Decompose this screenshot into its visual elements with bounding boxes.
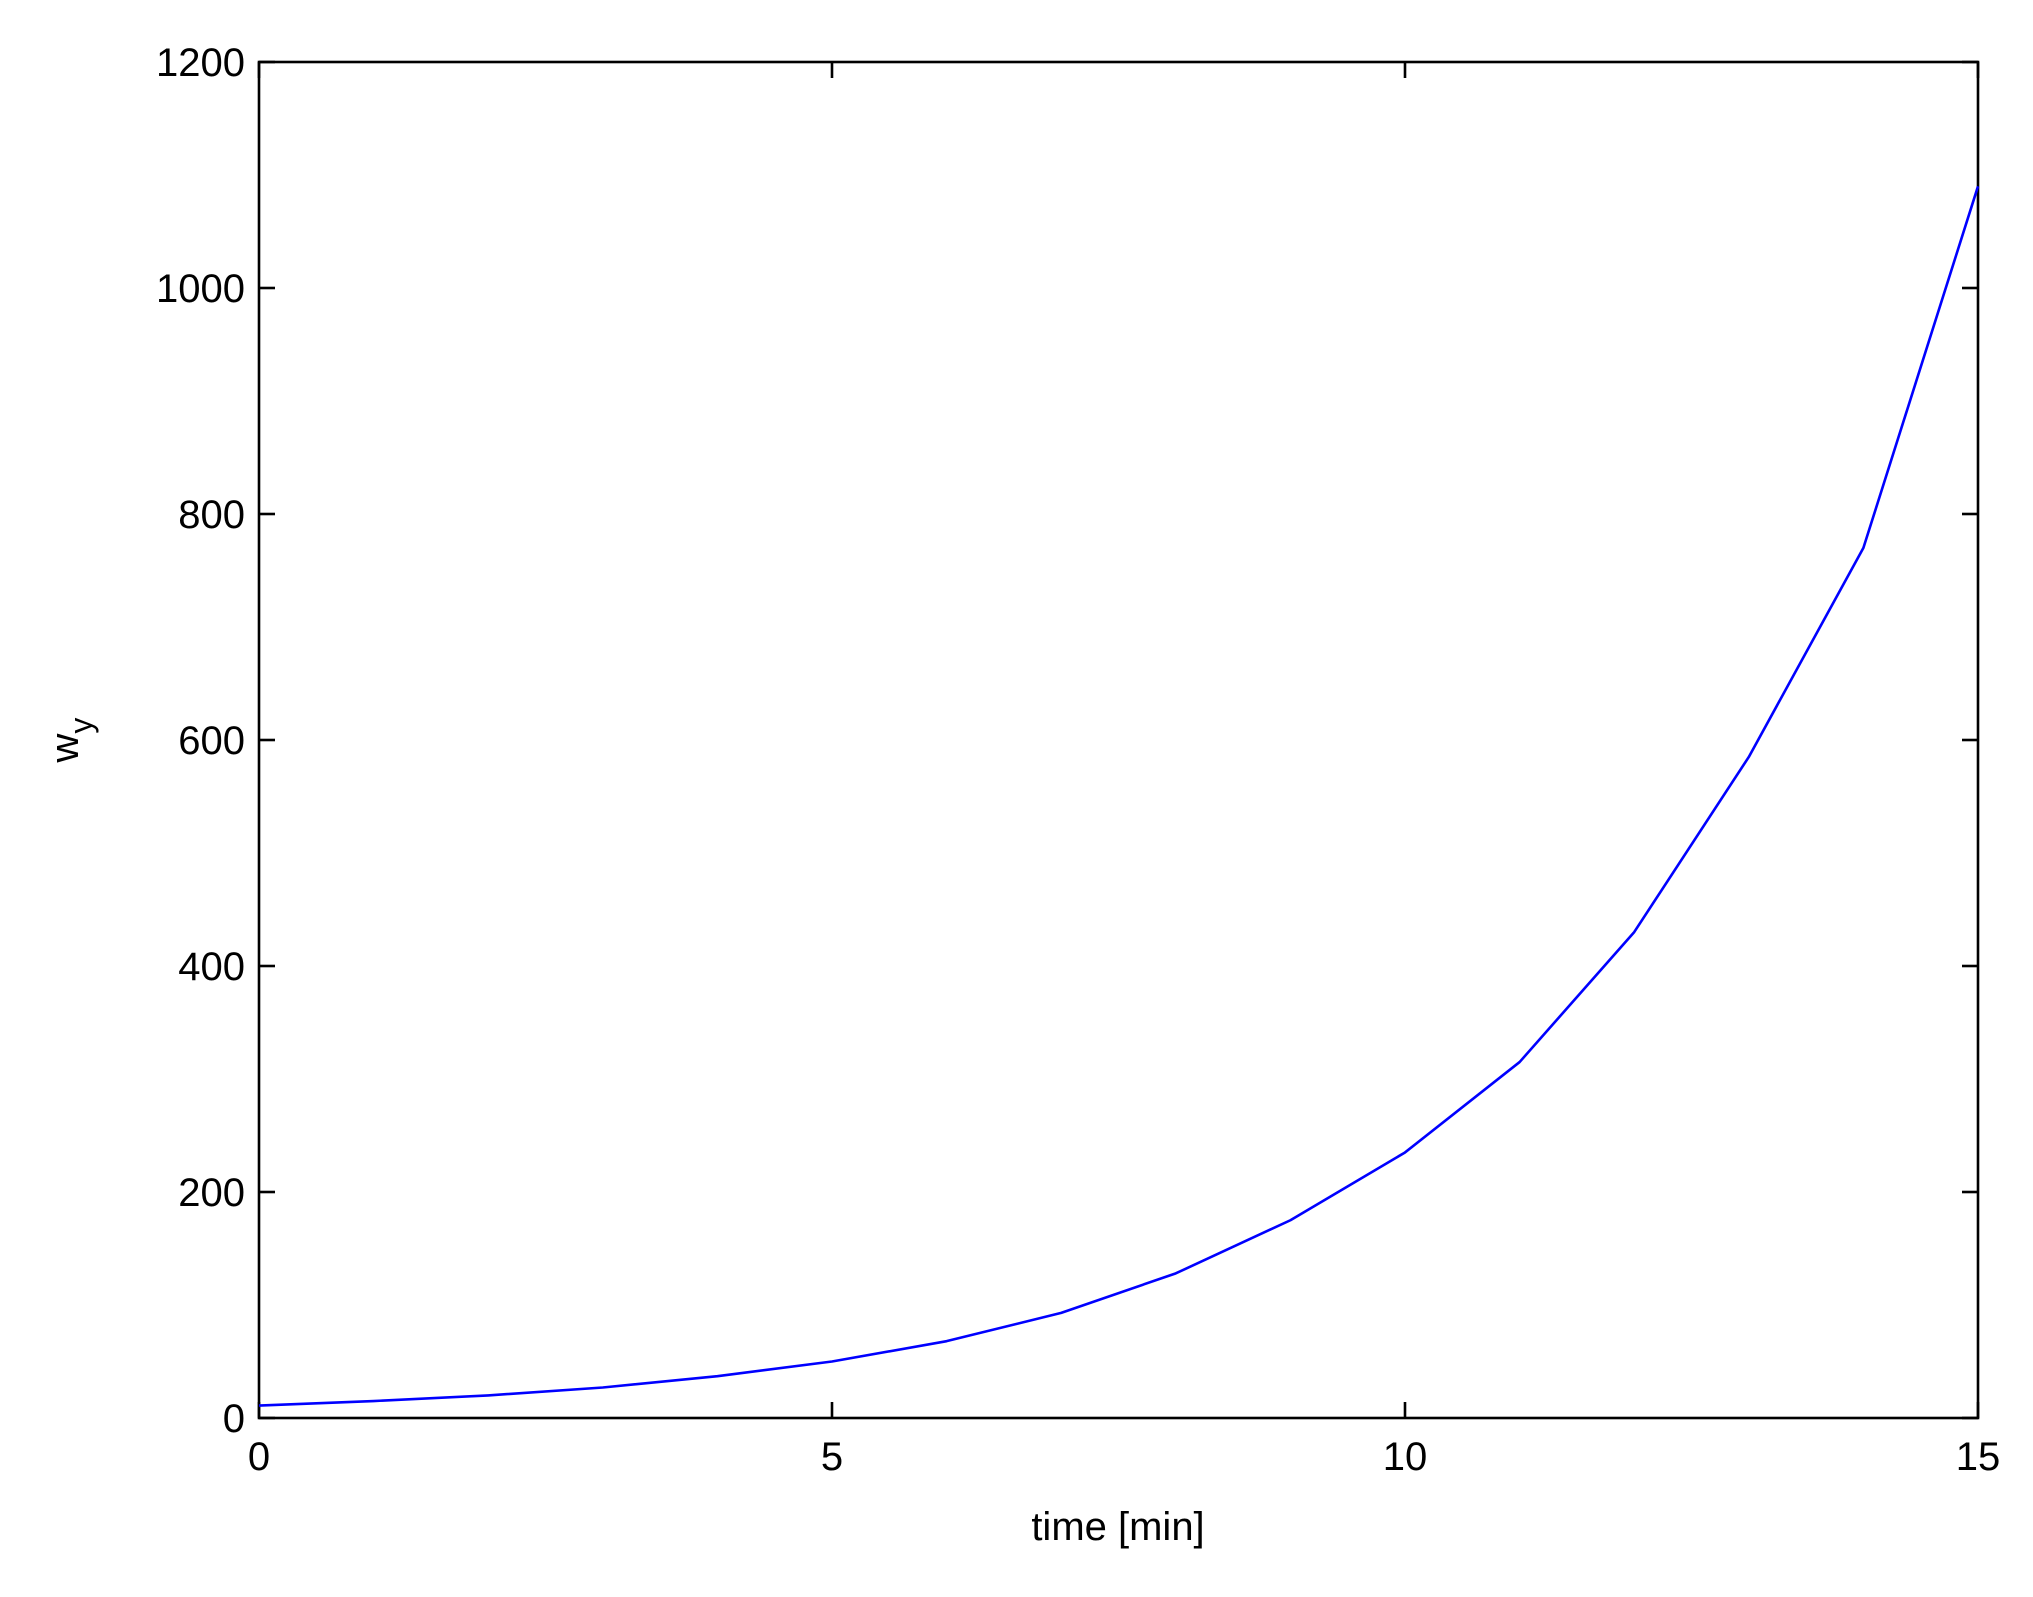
y-axis-label-base: wy xyxy=(43,718,99,764)
y-axis-label: wy xyxy=(43,718,99,764)
x-axis-label: time [min] xyxy=(1031,1505,1204,1549)
plot-frame xyxy=(257,60,1980,1420)
y-tick-label: 200 xyxy=(178,1171,245,1215)
x-tick-label: 5 xyxy=(821,1435,843,1479)
y-tick-label: 1200 xyxy=(156,41,245,85)
x-tick-label: 15 xyxy=(1956,1435,2001,1479)
y-tick-label: 1000 xyxy=(156,267,245,311)
x-tick-label: 10 xyxy=(1383,1435,1428,1479)
y-tick-label: 800 xyxy=(178,493,245,537)
y-tick-label: 400 xyxy=(178,945,245,989)
data-line xyxy=(258,185,1980,1407)
y-tick-label: 0 xyxy=(223,1397,245,1441)
y-tick-label: 600 xyxy=(178,719,245,763)
x-tick-label: 0 xyxy=(248,1435,270,1479)
y-label-base: w xyxy=(43,733,87,763)
y-label-subscript: y xyxy=(63,718,99,734)
